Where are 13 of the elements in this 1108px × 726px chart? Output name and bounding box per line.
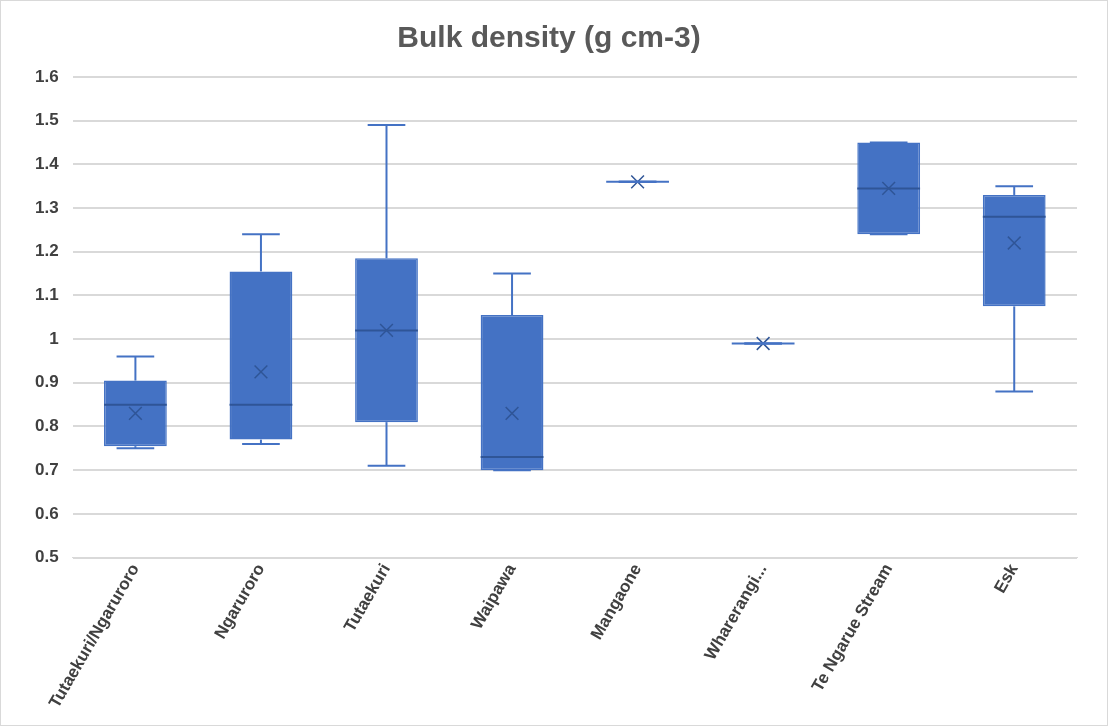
y-tick-label: 1.4 [34, 154, 60, 174]
y-tick-label: 1.6 [34, 66, 59, 86]
chart-title: Bulk density (g cm-3) [397, 20, 701, 54]
y-tick-label: 1.2 [34, 241, 59, 261]
y-tick-label: 1.5 [34, 110, 59, 130]
y-tick-label: 0.6 [34, 503, 59, 523]
y-tick-label: 0.9 [34, 372, 59, 392]
y-tick-label: 0.8 [34, 416, 59, 436]
y-tick-label: 0.5 [34, 547, 59, 567]
y-tick-label: 1 [49, 328, 59, 348]
y-tick-label: 0.7 [34, 459, 59, 479]
y-tick-label: 1.1 [34, 285, 59, 305]
y-tick-label: 1.3 [34, 197, 59, 217]
